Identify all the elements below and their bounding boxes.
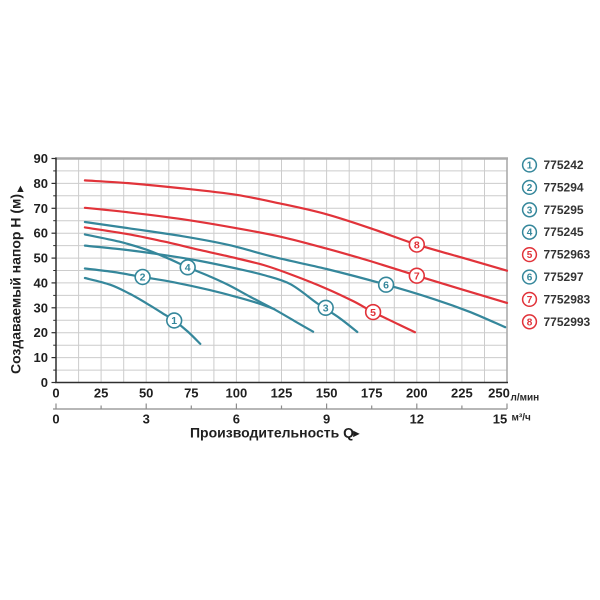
y-tick-label-30: 30 (34, 300, 48, 315)
x-tick-label-0: 0 (52, 386, 59, 401)
grid (56, 158, 508, 383)
x-tick-label-75: 75 (184, 386, 198, 401)
x-tick-label-250: 250 (488, 386, 510, 401)
x2-tick-label-6: 6 (233, 412, 240, 427)
y-tick-label-80: 80 (34, 176, 48, 191)
y-tick-label-0: 0 (41, 375, 48, 390)
legend-code: 7752983 (544, 292, 591, 306)
curve-badge-5: 5 (364, 303, 382, 321)
legend-number: 7 (527, 295, 533, 306)
legend-code: 775245 (544, 225, 584, 239)
x-axis-title: Производительность Q (190, 425, 354, 441)
y-tick-label-70: 70 (34, 201, 48, 216)
curve-badge-1: 1 (166, 312, 183, 329)
svg-text:6: 6 (383, 279, 389, 291)
curve-badge-4: 4 (179, 259, 196, 276)
svg-text:2: 2 (140, 272, 146, 284)
x-axis-primary-unit: л/мин (511, 393, 540, 404)
legend-number-circle (521, 202, 538, 218)
curve-7752983 (83, 206, 509, 304)
y-tick-label-10: 10 (34, 350, 48, 365)
legend-number: 8 (527, 317, 533, 328)
legend-number-circle (521, 179, 538, 196)
curve-775294 (83, 267, 276, 311)
svg-text:5: 5 (370, 307, 376, 319)
curve-badge-6: 6 (377, 276, 395, 293)
legend: 1 775242 2 775294 3 775295 4 775245 5 7752963 6 775… (521, 157, 591, 330)
x-tick-label-125: 125 (271, 386, 293, 401)
x2-tick-label-9: 9 (323, 412, 330, 427)
svg-text:8: 8 (414, 239, 420, 251)
legend-code: 775295 (544, 203, 584, 217)
x-tick-label-225: 225 (451, 386, 473, 401)
curve-badge-8: 8 (408, 236, 425, 253)
x-axis-right-arrow-icon: ► (351, 428, 362, 440)
legend-number: 3 (527, 205, 533, 216)
legend-item-775242: 1 775242 (521, 157, 584, 173)
legend-number-circle (521, 246, 538, 263)
legend-item-7752993: 8 7752993 (521, 314, 591, 330)
legend-code: 775297 (544, 270, 584, 284)
x-tick-label-50: 50 (139, 386, 153, 401)
legend-code: 775294 (544, 180, 584, 194)
legend-number: 1 (527, 161, 533, 172)
x2-tick-label-15: 15 (493, 412, 507, 427)
legend-code: 7752963 (544, 248, 591, 262)
legend-item-775295: 3 775295 (521, 202, 584, 218)
x2-tick-label-3: 3 (143, 412, 150, 427)
svg-text:7: 7 (414, 270, 420, 282)
svg-text:4: 4 (185, 262, 191, 274)
legend-item-7752983: 7 7752983 (521, 291, 591, 308)
legend-item-775297: 6 775297 (521, 269, 584, 285)
svg-text:3: 3 (323, 303, 329, 315)
legend-number: 4 (527, 228, 533, 239)
legend-code: 775242 (544, 158, 584, 172)
curve-badge-7: 7 (408, 267, 425, 284)
y-tick-label-90: 90 (34, 151, 48, 166)
y-axis-up-arrow-icon: ▲ (15, 183, 26, 195)
curve-775242 (83, 276, 202, 345)
legend-number-circle (521, 157, 538, 173)
curve-775297 (83, 220, 507, 329)
legend-number-circle (521, 269, 538, 285)
legend-number-circle (521, 291, 538, 308)
y-tick-label-20: 20 (34, 325, 48, 340)
curve-7752993 (83, 179, 509, 272)
curve-badge-2: 2 (134, 268, 151, 286)
legend-number: 6 (527, 273, 533, 284)
x2-tick-label-12: 12 (410, 412, 424, 427)
legend-number: 2 (527, 183, 533, 194)
curve-775245 (83, 233, 315, 333)
legend-number-circle (521, 224, 538, 240)
legend-number: 5 (527, 250, 533, 261)
y-tick-label-60: 60 (34, 226, 48, 241)
y-axis-title: Создаваемый напор H (м) (8, 194, 24, 374)
legend-item-775294: 2 775294 (521, 179, 584, 196)
svg-text:1: 1 (171, 315, 177, 327)
pump-curves (83, 179, 509, 345)
x-axis-secondary-unit: м³/ч (512, 413, 532, 424)
x-tick-label-100: 100 (226, 386, 248, 401)
legend-number-circle (521, 314, 538, 330)
x-tick-label-25: 25 (94, 386, 108, 401)
x2-tick-label-0: 0 (52, 412, 59, 427)
x-tick-label-175: 175 (361, 386, 383, 401)
y-tick-label-40: 40 (34, 275, 48, 290)
x-tick-label-200: 200 (406, 386, 428, 401)
legend-item-7752963: 5 7752963 (521, 246, 591, 263)
legend-item-775245: 4 775245 (521, 224, 584, 240)
curve-number-badges: 1 2 3 4 5 6 7 8 (134, 236, 425, 329)
legend-code: 7752993 (544, 315, 591, 329)
x-tick-label-150: 150 (316, 386, 338, 401)
y-tick-label-50: 50 (34, 251, 48, 266)
curve-badge-3: 3 (317, 299, 334, 316)
